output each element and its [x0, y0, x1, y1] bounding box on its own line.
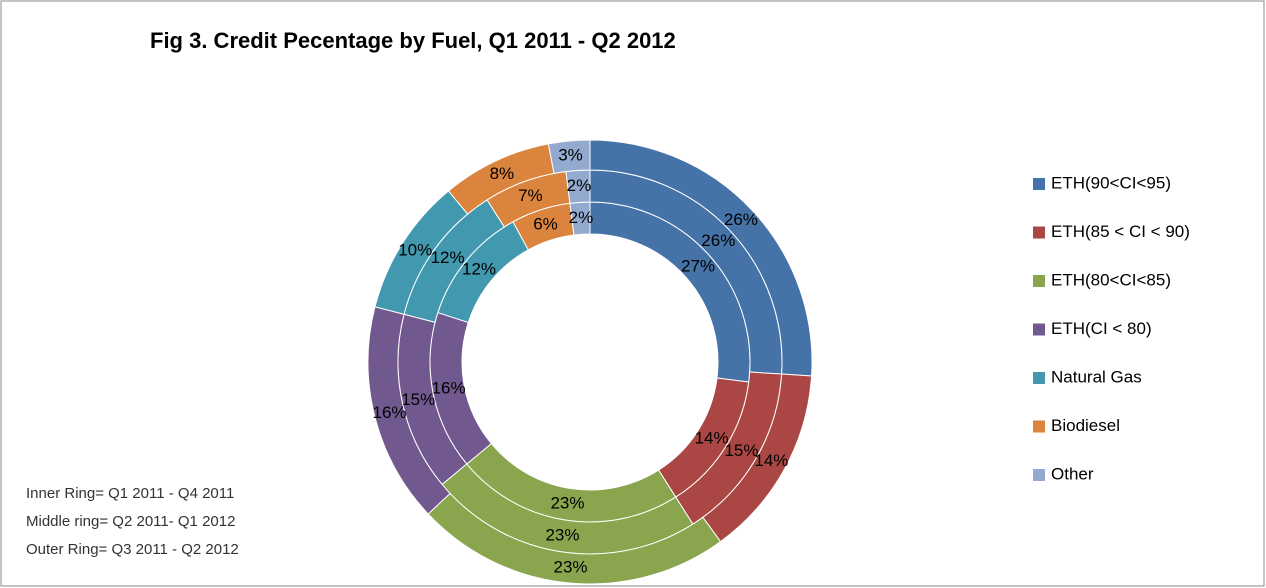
legend-swatch	[1033, 323, 1045, 336]
value-label: 16%	[432, 378, 466, 397]
annotation: Middle ring= Q2 2011- Q1 2012	[26, 513, 235, 530]
chart-title: Fig 3. Credit Pecentage by Fuel, Q1 2011…	[150, 28, 676, 53]
legend-label: Natural Gas	[1051, 367, 1142, 386]
legend-label: ETH(90<CI<95)	[1051, 173, 1171, 192]
legend-swatch	[1033, 178, 1045, 190]
value-label: 26%	[701, 231, 735, 250]
value-label: 10%	[398, 241, 432, 260]
legend-swatch	[1033, 275, 1045, 287]
legend-label: ETH(CI < 80)	[1051, 319, 1152, 338]
value-label: 16%	[372, 403, 406, 422]
value-label: 3%	[558, 145, 583, 164]
value-label: 14%	[754, 451, 788, 470]
legend-swatch	[1033, 226, 1045, 239]
value-label: 14%	[695, 429, 729, 448]
value-label: 12%	[462, 260, 496, 279]
value-label: 23%	[550, 494, 584, 513]
value-label: 27%	[681, 256, 715, 275]
value-label: 7%	[518, 186, 543, 205]
legend-label: ETH(85 < CI < 90)	[1051, 222, 1190, 241]
legend-swatch	[1033, 420, 1045, 433]
annotation: Outer Ring= Q3 2011 - Q2 2012	[26, 541, 239, 558]
value-label: 8%	[490, 164, 515, 183]
value-label: 15%	[724, 441, 758, 460]
value-label: 2%	[569, 208, 594, 227]
legend-label: Biodiesel	[1051, 416, 1120, 435]
legend-label: Other	[1051, 464, 1094, 483]
value-label: 12%	[431, 248, 465, 267]
value-label: 26%	[724, 210, 758, 229]
value-label: 6%	[533, 215, 558, 234]
legend-swatch	[1033, 469, 1045, 481]
slice	[547, 139, 591, 174]
legend-label: ETH(80<CI<85)	[1051, 270, 1171, 289]
legend-swatch	[1033, 372, 1045, 384]
value-label: 23%	[554, 558, 588, 577]
annotation: Inner Ring= Q1 2011 - Q4 2011	[26, 485, 234, 502]
value-label: 15%	[401, 390, 435, 409]
value-label: 23%	[545, 525, 579, 544]
value-label: 2%	[567, 176, 592, 195]
